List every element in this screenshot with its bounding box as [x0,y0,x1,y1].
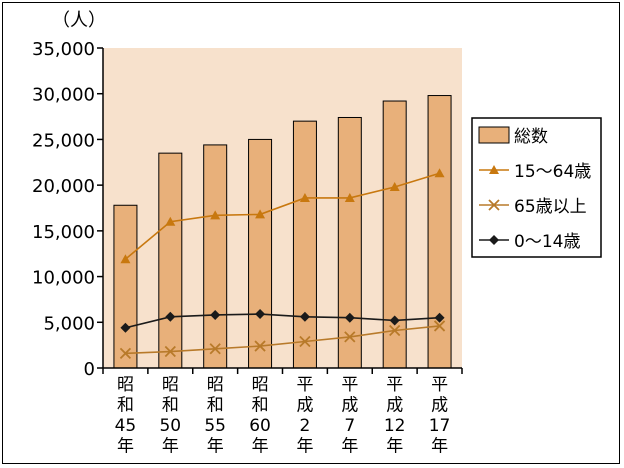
legend-label: 総数 [514,127,548,147]
legend: 総数 15～64歳 65歳以上 0～14歳 [471,117,602,258]
x-tick-label: 昭 [207,375,224,395]
series-line [124,172,440,260]
x-tick-label: 和 [207,396,224,416]
chart-frame [2,2,620,464]
x-marker [164,345,176,358]
x-tick-label: 17 [429,416,451,436]
x-tick-label: 和 [117,396,134,416]
x-marker [344,331,356,343]
x-marker [488,199,500,211]
x-tick-label: 年 [117,437,134,457]
diamond-marker [489,235,499,245]
x-tick-label: 年 [252,437,269,457]
x-tick-label: 平 [296,375,313,395]
triangle-marker [210,210,221,220]
x-marker [299,335,311,348]
diamond-marker [434,312,445,323]
x-tick-label: 昭 [117,375,134,395]
x-tick-label: 年 [296,437,313,457]
x-tick-label: 成 [431,396,448,416]
y-tick-label: 5,000 [43,313,95,334]
x-tick-label: 年 [431,437,448,457]
x-tick-label: 平 [341,375,358,395]
x-tick-label: 成 [386,396,403,416]
x-tick-label: 年 [341,437,358,457]
triangle-marker [165,216,176,226]
legend-label: 0～14歳 [514,232,580,252]
y-axis: 0 5,000 10,000 15,000 20,000 25,000 30,000 35,0… [32,39,104,380]
y-tick-label: 15,000 [32,222,95,243]
y-tick-label: 25,000 [32,130,95,151]
y-tick-label: 30,000 [32,85,95,106]
diamond-marker [210,309,221,320]
diamond-marker [165,311,176,322]
diamond-marker [299,311,310,322]
y-unit-label: （人） [52,10,106,31]
x-marker [119,347,132,360]
x-tick-label: 12 [384,416,406,436]
series-line [125,325,440,355]
bar-total [248,138,273,369]
triangle-marker [299,192,310,202]
triangle-marker [434,168,445,178]
x-tick-label: 成 [296,396,313,416]
y-tick-label: 0 [84,359,95,380]
bar-total [337,116,362,369]
x-tick-label: 平 [431,375,448,395]
x-tick-label: 成 [341,396,358,416]
diamond-marker [120,322,131,333]
series-line [125,313,440,329]
x-tick-label: 昭 [252,375,269,395]
x-tick-label: 年 [386,437,403,457]
x-tick-label: 60 [249,416,271,436]
diamond-marker [255,309,266,320]
bar-series [113,95,452,369]
x-tick-label: 昭 [162,375,179,395]
x-marker [209,343,221,355]
x-marker [389,324,401,337]
line-series [119,168,446,360]
x-tick-label: 年 [207,437,224,457]
bar-total [113,204,138,369]
bar-total [203,144,228,369]
diamond-marker [344,312,355,323]
y-tick-label: 10,000 [32,268,95,289]
x-marker [254,340,266,352]
triangle-marker [255,209,266,219]
bar-total [292,120,317,369]
x-tick-label: 和 [162,396,179,416]
bar-total [382,100,407,369]
triangle-marker [344,192,355,202]
x-tick-label: 和 [252,396,269,416]
x-tick-label: 45 [115,416,137,436]
x-tick-label: 50 [159,416,181,436]
legend-label: 15～64歳 [514,162,591,182]
x-tick-label: 7 [344,416,355,436]
legend-swatch-bar [478,126,510,144]
y-tick-label: 20,000 [32,176,95,197]
triangle-marker [489,165,499,174]
bar-total [158,152,183,369]
x-tick-label: 55 [204,416,226,436]
x-tick-label: 2 [300,416,311,436]
x-marker [433,320,446,332]
diamond-marker [389,315,400,326]
y-tick-label: 35,000 [32,39,95,60]
legend-label: 65歳以上 [514,197,587,217]
x-tick-label: 平 [386,375,403,395]
x-tick-label: 年 [162,437,179,457]
triangle-marker [120,254,131,264]
triangle-marker [389,181,400,191]
